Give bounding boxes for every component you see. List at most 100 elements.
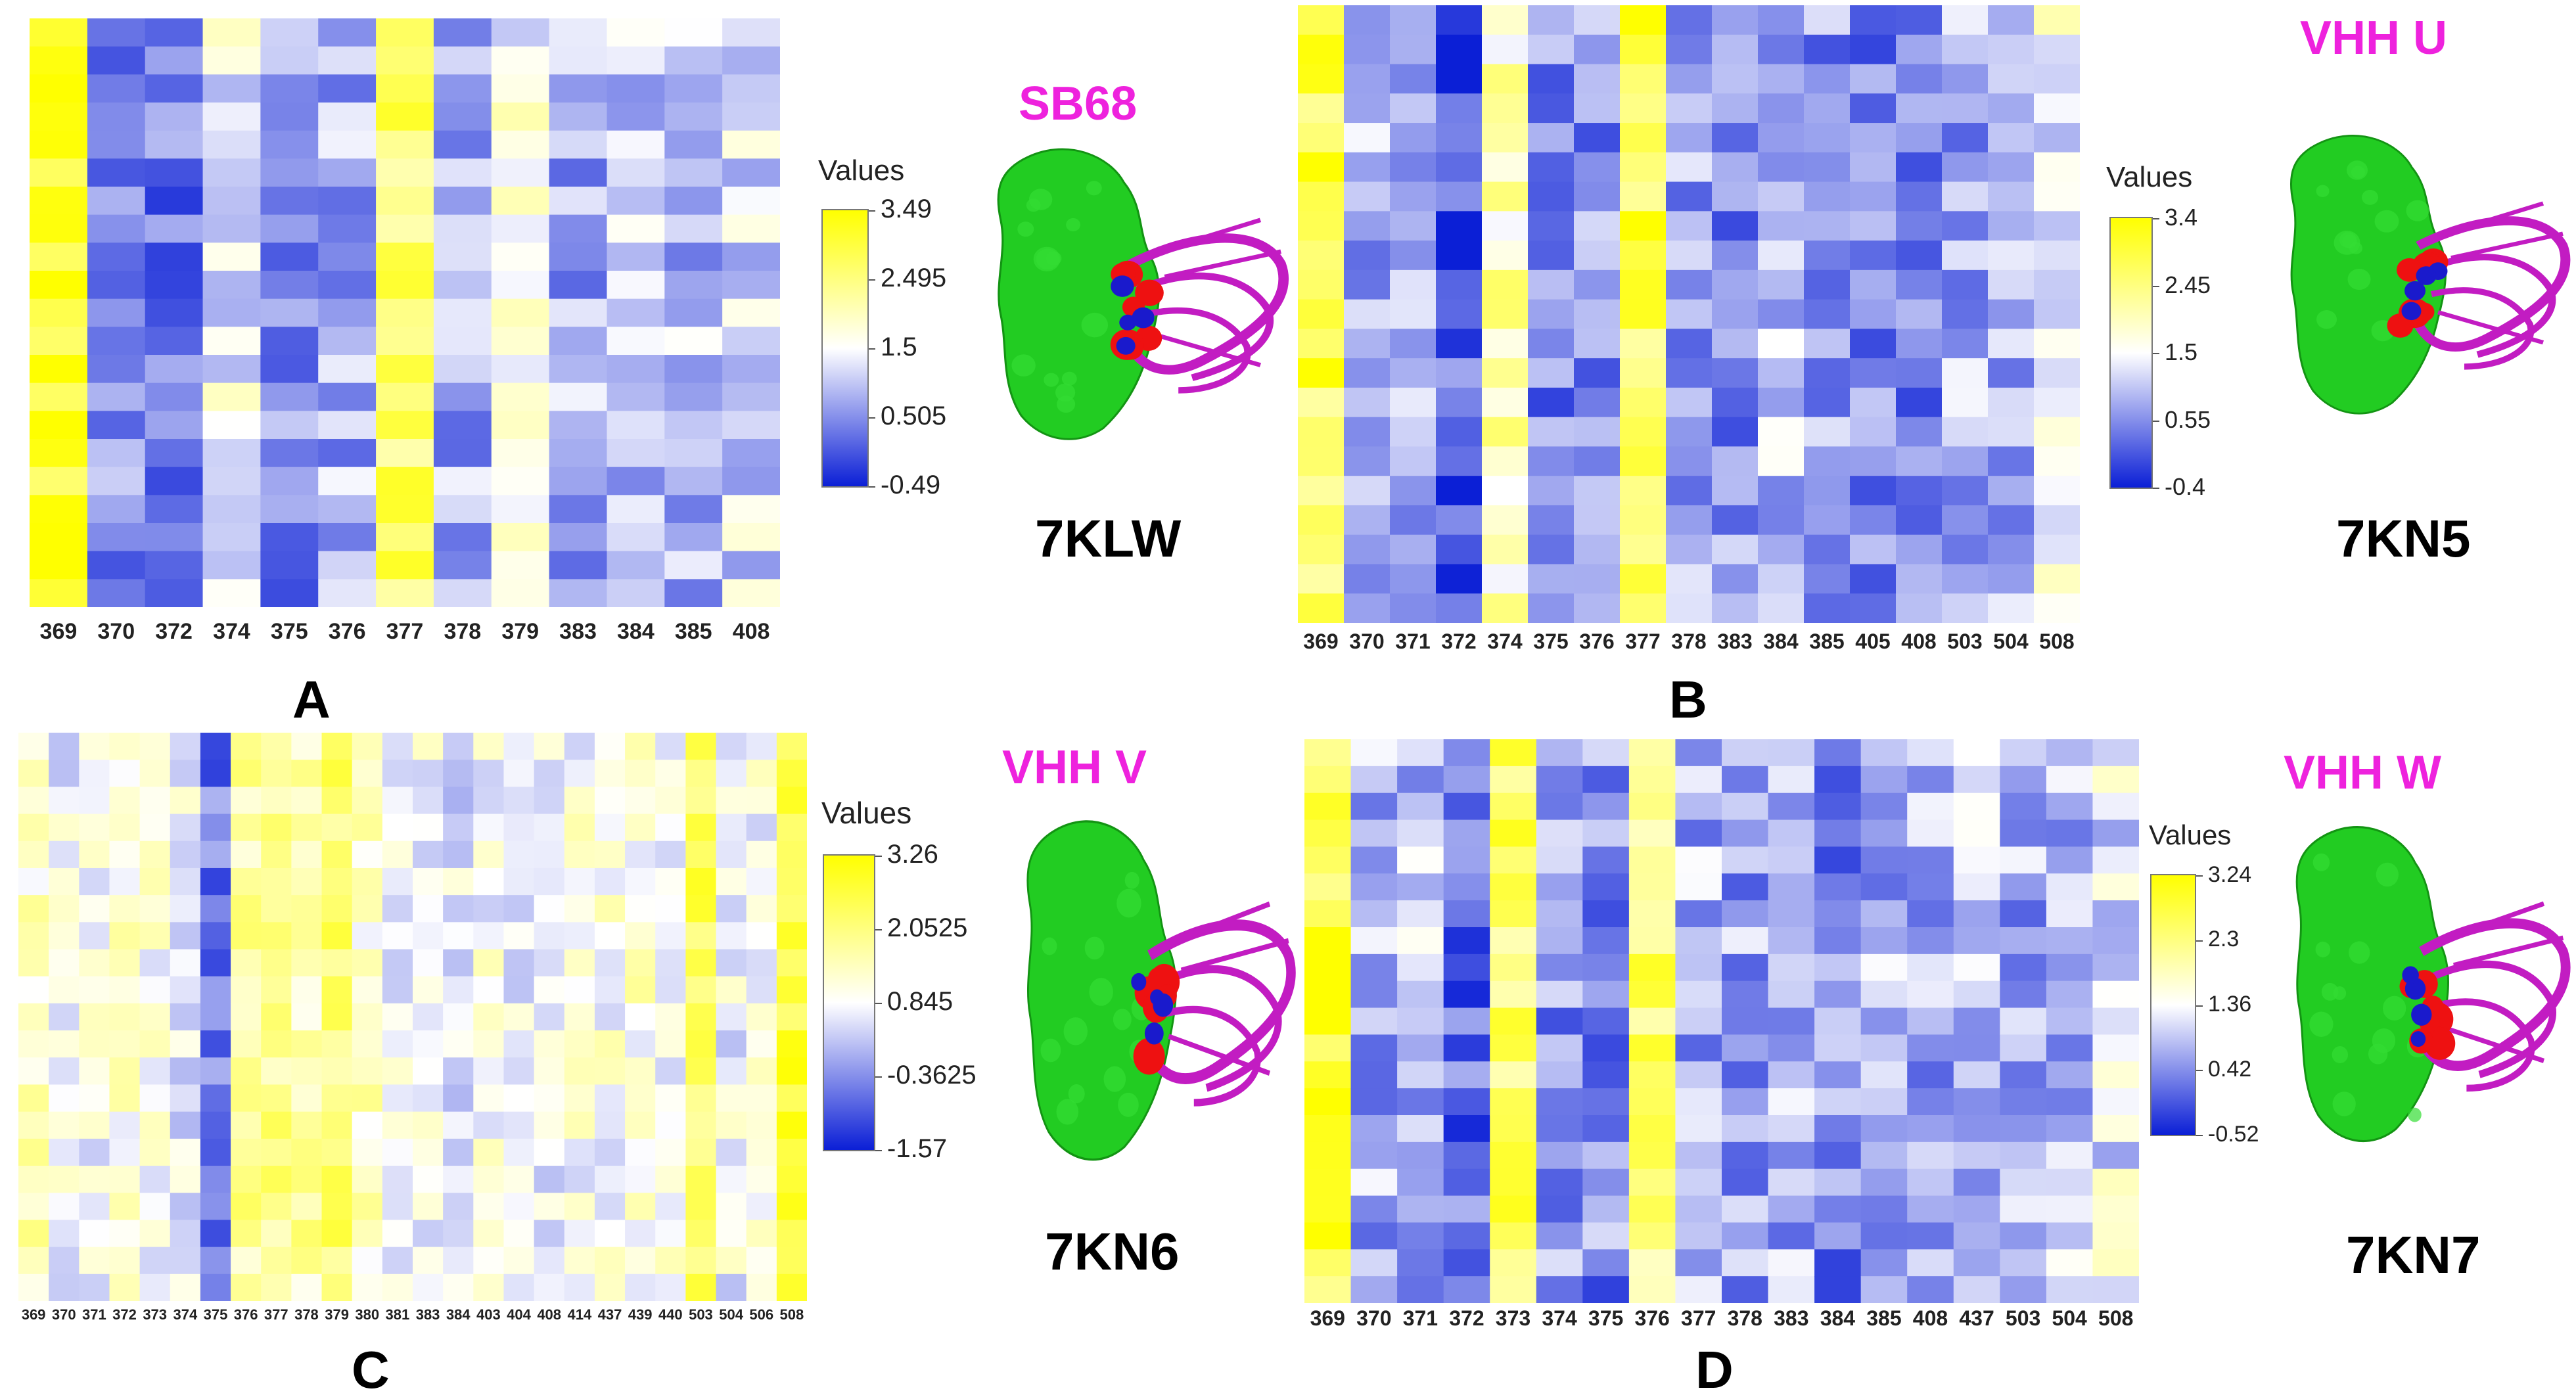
heatmap-cell <box>49 922 80 950</box>
heatmap-cell <box>2034 241 2080 271</box>
heatmap-cell <box>1942 593 1989 623</box>
heatmap-cell <box>746 814 777 842</box>
heatmap-cell <box>1850 358 1897 388</box>
heatmap-cell <box>1528 476 1575 506</box>
x-tick-label: 376 <box>328 619 366 644</box>
heatmap-cell <box>18 760 49 787</box>
colorbar-gradient <box>821 209 869 488</box>
heatmap-cell <box>1443 1115 1490 1143</box>
heatmap-cell <box>49 895 80 923</box>
heatmap-cell <box>534 1057 565 1086</box>
heatmap-cell <box>1814 819 1862 848</box>
heatmap-cell <box>18 1273 49 1301</box>
heatmap-cell <box>1942 299 1989 329</box>
heatmap-cell <box>352 1193 383 1221</box>
heatmap-cell <box>1814 1168 1862 1197</box>
heatmap-cell <box>291 949 323 977</box>
heatmap-cell <box>2092 980 2139 1009</box>
heatmap-cell <box>1675 953 1722 982</box>
heatmap-cell <box>49 949 80 977</box>
heatmap-cell <box>1443 953 1490 982</box>
heatmap-cell <box>716 760 747 787</box>
heatmap-cell <box>413 787 444 815</box>
heatmap-cell <box>49 1111 80 1139</box>
contact-residue-blue <box>2402 966 2419 984</box>
heatmap-cell <box>291 1193 323 1221</box>
heatmap-cell <box>1582 1222 1630 1250</box>
heatmap-cell <box>2092 873 2139 901</box>
surface-bump <box>2347 160 2368 180</box>
heatmap-cell <box>746 1273 777 1301</box>
heatmap-cell <box>170 1247 201 1275</box>
heatmap-cell <box>1850 446 1897 476</box>
heatmap-cell <box>318 467 377 495</box>
heatmap-cell <box>170 895 201 923</box>
colorbar-tick-label: 1.5 <box>2165 338 2198 366</box>
heatmap-cell <box>1907 980 1954 1009</box>
heatmap-cell <box>1804 564 1851 594</box>
heatmap-cell <box>170 1193 201 1221</box>
heatmap-cell <box>352 1247 383 1275</box>
heatmap-cell <box>231 1247 262 1275</box>
heatmap-cell <box>664 439 723 468</box>
heatmap-cell <box>2034 299 2080 329</box>
colorbar-tick-label: 1.5 <box>881 333 917 361</box>
heatmap-cell <box>1675 927 1722 955</box>
heatmap-cell <box>722 74 780 103</box>
heatmap-cell <box>607 467 665 495</box>
heatmap-cell <box>1860 1249 1908 1277</box>
heatmap-cell <box>722 298 780 327</box>
heatmap-cell <box>291 976 323 1004</box>
surface-bump <box>1042 937 1057 955</box>
heatmap-cell <box>1582 766 1630 794</box>
heatmap-cell <box>202 46 261 75</box>
heatmap-cell <box>664 103 723 131</box>
heatmap-cell <box>1988 34 2035 65</box>
heatmap-svg <box>18 733 807 1301</box>
heatmap-cell <box>549 46 608 75</box>
heatmap-cell <box>2034 417 2080 447</box>
heatmap-cell <box>1896 241 1943 271</box>
heatmap-cell <box>1722 846 1769 874</box>
heatmap-cell <box>413 1111 444 1139</box>
heatmap-cell <box>1582 846 1630 874</box>
heatmap-cell <box>1620 93 1667 124</box>
heatmap-cell <box>1850 241 1897 271</box>
heatmap-cell <box>376 242 434 271</box>
heatmap-cell <box>655 976 686 1004</box>
heatmap-cell <box>1490 1141 1537 1170</box>
heatmap-cell <box>376 271 434 300</box>
colorbar-tick-label: 2.3 <box>2208 927 2240 952</box>
x-tick-label: 370 <box>97 619 135 644</box>
heatmap-cell <box>30 411 88 440</box>
heatmap-cell <box>1582 1276 1630 1303</box>
heatmap-cell <box>2034 93 2080 124</box>
heatmap-cell <box>1722 980 1769 1009</box>
heatmap-cell <box>79 1220 110 1248</box>
heatmap-cell <box>376 523 434 552</box>
heatmap-cell <box>200 1057 231 1086</box>
complex-structure-d <box>2254 815 2576 1157</box>
heatmap-cell <box>2000 766 2047 794</box>
heatmap-cell <box>1814 1088 1862 1116</box>
x-tick-label: 374 <box>1542 1306 1577 1330</box>
heatmap-cell <box>716 922 747 950</box>
heatmap-cell <box>491 18 550 47</box>
heatmap-cell <box>1804 593 1851 623</box>
heatmap-cell <box>321 867 353 896</box>
heatmap-cell <box>716 1273 747 1301</box>
heatmap-cell <box>321 949 353 977</box>
heatmap-cell <box>79 1247 110 1275</box>
heatmap-cell <box>231 1166 262 1193</box>
heatmap-cell <box>1528 211 1575 241</box>
heatmap-cell <box>1953 1249 2000 1277</box>
colorbar-title: Values <box>2106 161 2193 193</box>
heatmap-cell <box>1482 181 1529 212</box>
contact-residue-blue <box>2416 266 2437 285</box>
surface-bump <box>2332 1046 2349 1064</box>
heatmap-cell <box>260 467 319 495</box>
heatmap-cell <box>1768 766 1815 794</box>
heatmap-cell <box>1582 873 1630 901</box>
heatmap-cell <box>1536 1088 1583 1116</box>
colorbar-tick <box>2153 420 2159 422</box>
